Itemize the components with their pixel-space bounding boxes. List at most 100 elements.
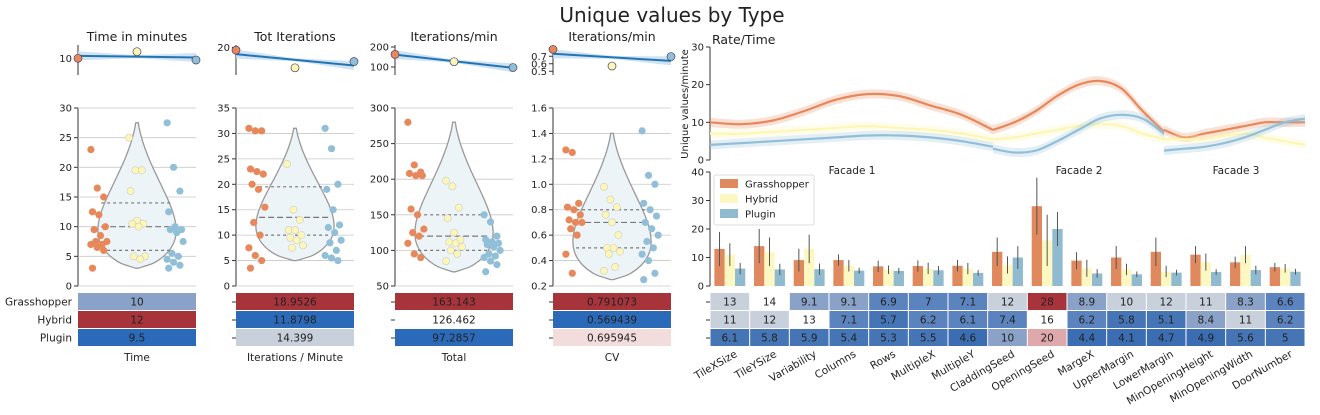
data-point-grasshopper (253, 167, 261, 176)
bar-table-cell-value: 12 (1159, 297, 1172, 309)
data-point-grasshopper (404, 118, 412, 126)
data-point-hybrid (451, 239, 460, 248)
data-point-plugin (176, 187, 184, 195)
data-point-grasshopper (413, 211, 422, 219)
line-band-plugin (993, 110, 1164, 158)
table-cell-value: 18.9526 (273, 297, 317, 309)
trend-point-grasshopper (73, 53, 83, 63)
data-point-grasshopper (258, 256, 266, 265)
bar-hybrid (724, 254, 735, 286)
data-point-hybrid (446, 246, 455, 255)
bar-table-cell-value: 6.1 (959, 315, 976, 327)
data-point-hybrid (601, 210, 610, 219)
data-point-grasshopper (420, 225, 428, 233)
data-point-plugin (643, 237, 651, 246)
bar-plugin (1052, 229, 1063, 286)
bar-plugin (814, 269, 825, 286)
data-point-hybrid (453, 250, 462, 258)
bar-grasshopper (1031, 206, 1043, 286)
bar-table-cell-value: 5 (1282, 333, 1289, 345)
bar-plugin (893, 270, 904, 286)
bar-hybrid (1200, 262, 1211, 286)
y-tick-label: 1.6 (531, 104, 547, 115)
bar-plugin (734, 268, 746, 286)
table-cell-value: 163.143 (432, 297, 475, 309)
data-point-plugin (483, 241, 491, 249)
y-tick-label: 5 (224, 256, 230, 267)
trend-point-plugin (191, 55, 201, 65)
data-point-plugin (480, 253, 488, 262)
bar-plugin (1290, 271, 1301, 286)
bar-plugin (1210, 272, 1222, 286)
table-cell (553, 311, 671, 328)
data-point-hybrid (295, 215, 304, 224)
data-point-grasshopper (245, 124, 253, 132)
legend-label: Plugin (745, 210, 776, 221)
data-point-hybrid (606, 195, 615, 204)
bar-hybrid (764, 251, 775, 286)
trend-point-hybrid (607, 61, 617, 71)
data-point-plugin (174, 252, 182, 260)
y-tick-label: 1.0 (531, 180, 547, 191)
data-point-plugin (651, 180, 659, 188)
panel-4: Iterations/min0.50.60.70.20.40.60.81.01.… (531, 29, 676, 364)
y-tick-label: 300 (370, 104, 389, 115)
facade-label: Facade 3 (1213, 165, 1260, 177)
bar-table-cell (1226, 311, 1265, 328)
panel-2: Tot Iterations 20 0 5 10 15 20 25 30 35 18.9526 11.… (217, 29, 359, 364)
line-band-grasshopper (710, 89, 993, 135)
data-point-plugin (486, 218, 495, 226)
bar-hybrid (1161, 271, 1172, 286)
violin-shape (255, 127, 335, 262)
facade-label: Facade 2 (1056, 165, 1103, 177)
panel-1: Time in minutes 10 0 5 10 15 20 25 30 10 Grasshopp… (5, 29, 201, 364)
data-point-grasshopper (245, 244, 253, 252)
data-point-hybrid (283, 160, 291, 168)
data-point-plugin (168, 249, 176, 257)
bar-table-cell (948, 311, 988, 328)
bar-table-cell-value: 6.9 (880, 297, 897, 309)
bar-table-cell-value: 10 (1001, 333, 1014, 345)
data-point-grasshopper (90, 226, 98, 234)
bar-hybrid (923, 268, 934, 286)
bar-table-cell-value: 11 (1239, 315, 1252, 327)
panel-title: Tot Iterations (253, 29, 336, 44)
y-tick-label: 30 (217, 129, 230, 140)
bar-plugin (972, 272, 984, 286)
table-cell (78, 311, 196, 328)
bar-table-cell-value: 8.4 (1197, 315, 1214, 327)
data-point-grasshopper (570, 206, 578, 214)
y-tick-label: 20 (59, 163, 72, 174)
bar-table-cell (750, 293, 789, 310)
bar-table-cell-value: 14 (763, 297, 777, 309)
bar-grasshopper (912, 266, 924, 286)
data-point-grasshopper (410, 250, 418, 258)
table-cell-value: 126.462 (432, 315, 475, 327)
bar-table-cell-value: 16 (1040, 315, 1054, 327)
trend-point-grasshopper (548, 45, 558, 54)
data-point-plugin (648, 225, 656, 233)
data-point-plugin (169, 258, 178, 266)
data-point-grasshopper (404, 239, 412, 247)
bar-hybrid (1081, 268, 1092, 286)
data-point-hybrid (604, 250, 613, 259)
data-point-hybrid (128, 219, 137, 228)
line-series-grasshopper (709, 92, 994, 131)
bar-grasshopper (1111, 257, 1122, 286)
bar-table-cell-value: 6.1 (721, 333, 738, 345)
panel-title: Iterations/min (568, 29, 655, 44)
bar-table-cell (869, 293, 908, 310)
bar-table-cell (1027, 293, 1067, 310)
trend-point-hybrid (449, 57, 459, 67)
table-cell-value: 14.399 (277, 333, 314, 345)
line-y-tick-label: 30 (691, 43, 704, 54)
table-cell-value: 0.791073 (587, 297, 637, 309)
data-point-plugin (652, 212, 661, 220)
data-point-hybrid (292, 236, 301, 245)
bar-plugin (774, 269, 785, 286)
line-series-grasshopper (992, 79, 1165, 133)
data-point-hybrid (289, 205, 298, 214)
data-point-plugin (173, 229, 181, 237)
data-point-plugin (638, 127, 646, 135)
bar-legend: Grasshopper Hybrid Plugin (713, 174, 815, 226)
